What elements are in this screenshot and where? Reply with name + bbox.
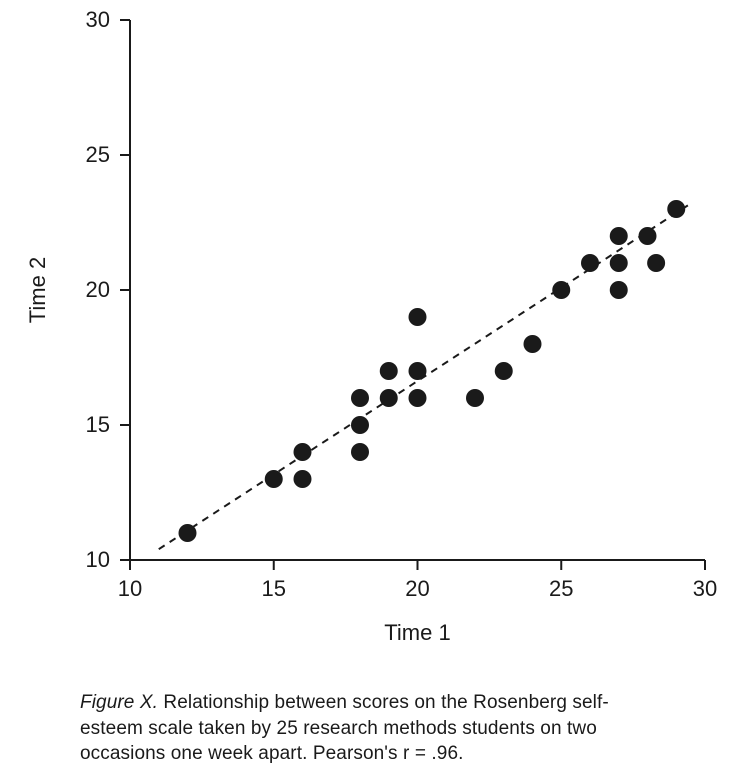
data-point xyxy=(647,254,665,272)
data-point xyxy=(495,362,513,380)
data-point xyxy=(552,281,570,299)
data-point xyxy=(351,416,369,434)
y-tick-label: 15 xyxy=(86,412,110,437)
x-tick-label: 30 xyxy=(693,576,717,601)
data-point xyxy=(294,443,312,461)
data-point xyxy=(610,227,628,245)
y-tick-label: 10 xyxy=(86,547,110,572)
data-point xyxy=(380,362,398,380)
x-axis-label: Time 1 xyxy=(384,620,450,645)
figure-container: 10 15 20 25 30 10 15 20 25 30 Time 1 Time 2 Figure … xyxy=(0,0,750,783)
caption-lead: Figure X. xyxy=(80,692,158,713)
data-point xyxy=(351,389,369,407)
data-point xyxy=(380,389,398,407)
data-point xyxy=(409,362,427,380)
data-point xyxy=(351,443,369,461)
y-axis-label: Time 2 xyxy=(25,257,50,323)
data-point xyxy=(409,308,427,326)
x-tick-label: 10 xyxy=(118,576,142,601)
data-point xyxy=(294,470,312,488)
data-point xyxy=(409,389,427,407)
y-tick-label: 30 xyxy=(86,7,110,32)
x-tick-label: 25 xyxy=(549,576,573,601)
x-tick-label: 20 xyxy=(405,576,429,601)
data-point xyxy=(610,254,628,272)
caption-body: Relationship between scores on the Rosen… xyxy=(80,692,609,764)
y-tick-label: 20 xyxy=(86,277,110,302)
data-point xyxy=(179,524,197,542)
data-point xyxy=(466,389,484,407)
y-tick-label: 25 xyxy=(86,142,110,167)
data-point xyxy=(639,227,657,245)
data-point xyxy=(581,254,599,272)
scatter-plot: 10 15 20 25 30 10 15 20 25 30 Time 1 Time 2 xyxy=(0,0,750,680)
data-point xyxy=(610,281,628,299)
data-point xyxy=(667,200,685,218)
figure-caption: Figure X. Relationship between scores on… xyxy=(80,690,670,767)
plot-background xyxy=(0,0,750,680)
data-point xyxy=(265,470,283,488)
x-tick-label: 15 xyxy=(262,576,286,601)
data-point xyxy=(524,335,542,353)
